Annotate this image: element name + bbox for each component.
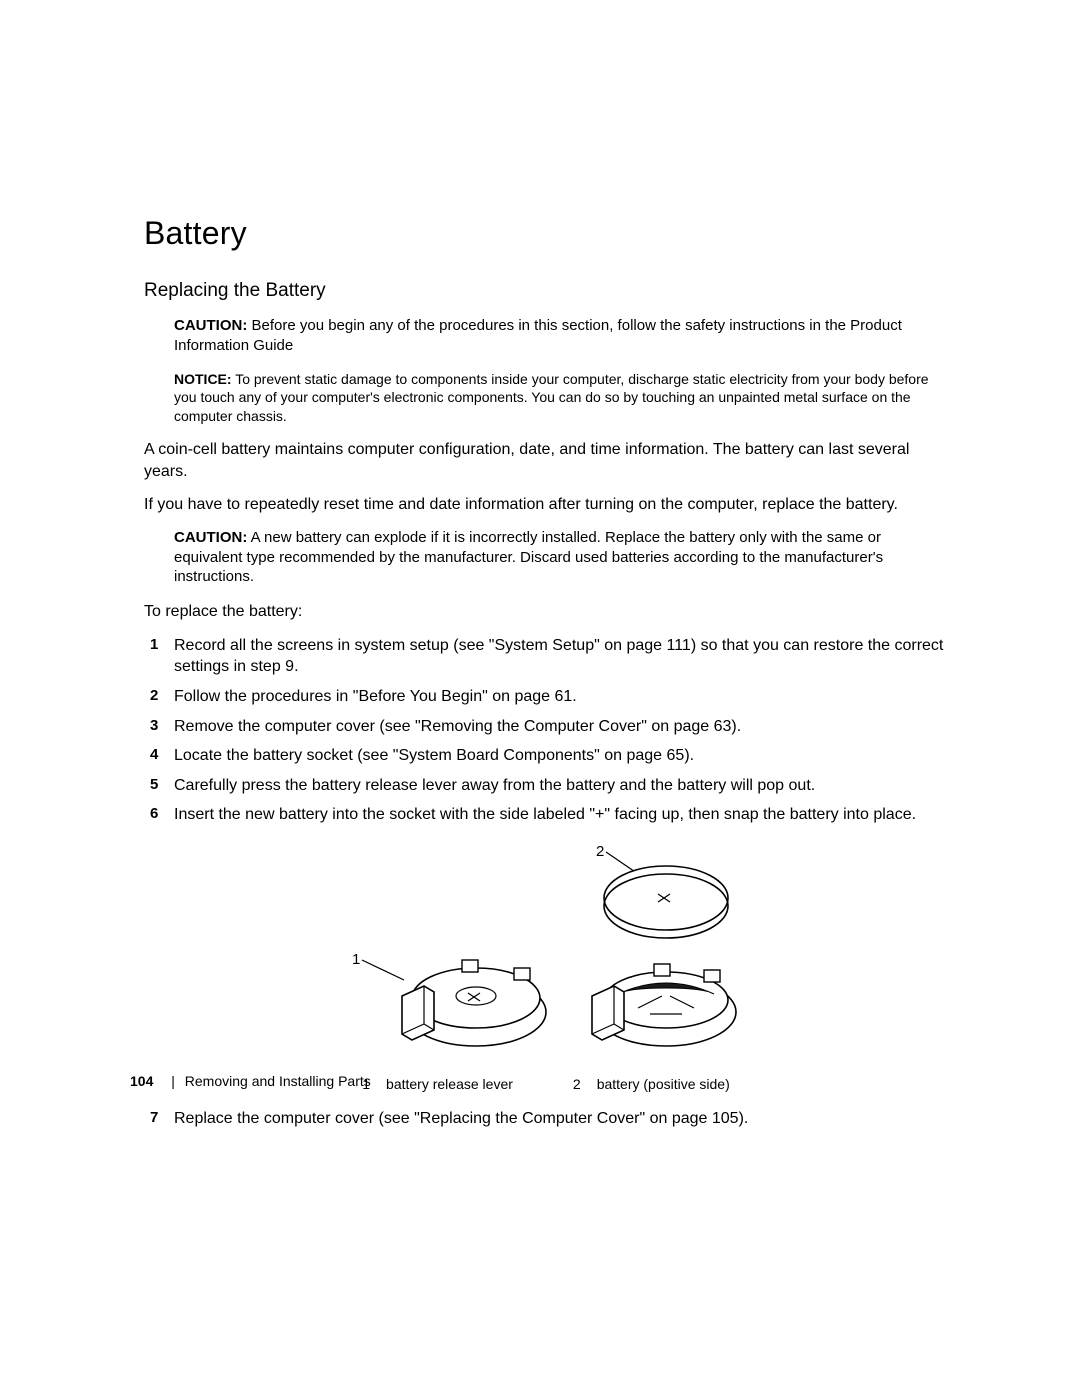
- steps-list: Record all the screens in system setup (…: [144, 635, 948, 826]
- caution-1-text: Before you begin any of the procedures i…: [174, 317, 902, 354]
- page-footer: 104 | Removing and Installing Parts: [130, 1073, 371, 1089]
- paragraph-3: To replace the battery:: [144, 601, 948, 623]
- legend-2-text: battery (positive side): [597, 1076, 730, 1092]
- battery-figure: 2 1: [266, 840, 826, 1070]
- legend-entry-2: 2 battery (positive side): [573, 1076, 730, 1092]
- paragraph-1: A coin-cell battery maintains computer c…: [144, 439, 948, 482]
- socket-right-icon: [592, 964, 736, 1046]
- footer-section: Removing and Installing Parts: [185, 1073, 371, 1089]
- heading-battery: Battery: [144, 215, 948, 252]
- caution-2: CAUTION: A new battery can explode if it…: [174, 528, 948, 587]
- page-number: 104: [130, 1073, 153, 1089]
- caution-1-lead: CAUTION:: [174, 317, 247, 334]
- notice-1-lead: NOTICE:: [174, 371, 232, 387]
- legend-entry-1: 1 battery release lever: [362, 1076, 513, 1092]
- step-5: Carefully press the battery release leve…: [144, 775, 948, 797]
- caution-1: CAUTION: Before you begin any of the pro…: [174, 316, 948, 356]
- notice-1: NOTICE: To prevent static damage to comp…: [174, 370, 948, 425]
- paragraph-2: If you have to repeatedly reset time and…: [144, 494, 948, 516]
- step-7: Replace the computer cover (see "Replaci…: [144, 1108, 948, 1130]
- footer-separator: |: [171, 1073, 175, 1089]
- step-6: Insert the new battery into the socket w…: [144, 804, 948, 826]
- steps-list-continued: Replace the computer cover (see "Replaci…: [144, 1108, 948, 1130]
- legend-1-text: battery release lever: [386, 1076, 513, 1092]
- callout-1-leader: 1: [352, 951, 404, 980]
- caution-2-text: A new battery can explode if it is incor…: [174, 529, 883, 586]
- caution-2-lead: CAUTION:: [174, 529, 247, 546]
- step-4: Locate the battery socket (see "System B…: [144, 745, 948, 767]
- legend-2-num: 2: [573, 1076, 581, 1092]
- callout-1-num: 1: [352, 951, 360, 968]
- notice-1-text: To prevent static damage to components i…: [174, 371, 929, 424]
- callout-2-num: 2: [596, 843, 604, 860]
- page: Battery Replacing the Battery CAUTION: B…: [0, 0, 1080, 1397]
- step-2: Follow the procedures in "Before You Beg…: [144, 686, 948, 708]
- step-1: Record all the screens in system setup (…: [144, 635, 948, 678]
- battery-floating-icon: [604, 866, 728, 938]
- step-3: Remove the computer cover (see "Removing…: [144, 716, 948, 738]
- socket-left-icon: [402, 960, 546, 1046]
- subheading-replacing: Replacing the Battery: [144, 280, 948, 302]
- battery-diagram-svg: 2 1: [266, 840, 826, 1070]
